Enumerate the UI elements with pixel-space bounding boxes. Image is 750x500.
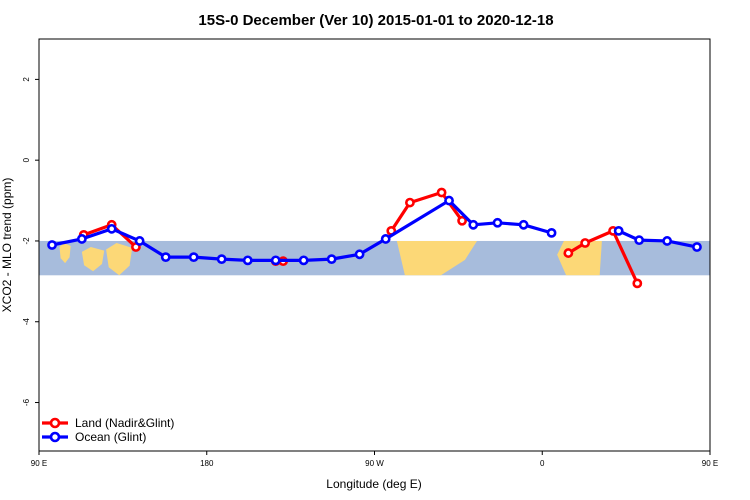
- ocean-point-0-5: [188, 252, 199, 263]
- y-axis-label: XCO2 - MLO trend (ppm): [0, 178, 14, 313]
- land-point-3-1: [580, 238, 591, 248]
- land-point-3-3: [632, 278, 643, 289]
- y-axis: 2 0 -2 -4 -6: [22, 77, 39, 406]
- ocean-point-1-3: [692, 242, 702, 252]
- ocean-point-0-8: [270, 255, 281, 266]
- ocean-point-1-1: [634, 235, 645, 246]
- ocean-point-0-4: [160, 252, 171, 263]
- land-south-america: [396, 240, 478, 276]
- ocean-point-0-15: [492, 217, 503, 228]
- y-tick-label-4: -6: [22, 398, 31, 406]
- land-indonesia-w: [59, 242, 71, 264]
- land-indonesia-e: [81, 247, 105, 272]
- ocean-point-0-17: [546, 227, 557, 238]
- ocean-point-0-16: [518, 219, 529, 230]
- x-axis-label: Longitude (deg E): [326, 477, 421, 491]
- ocean-point-0-1: [76, 234, 87, 244]
- legend: Land (Nadir&Glint)Ocean (Glint): [42, 416, 174, 444]
- x-tick-label-2: 90 W: [365, 459, 384, 468]
- ocean-point-0-12: [380, 234, 391, 244]
- land-north-australia: [106, 242, 133, 276]
- legend-ocean-marker: [49, 431, 61, 443]
- x-tick-label-3: 0: [540, 459, 545, 468]
- legend-land-label: Land (Nadir&Glint): [75, 416, 174, 430]
- ocean-point-0-10: [326, 254, 337, 265]
- land-point-2-1: [405, 197, 415, 208]
- ocean-point-0-3: [134, 236, 145, 246]
- y-tick-label-1: 0: [22, 157, 31, 162]
- ocean-point-0-13: [444, 195, 454, 206]
- ocean-point-1-2: [662, 236, 673, 246]
- ocean-point-0-9: [298, 255, 309, 266]
- ocean-point-0-0: [47, 240, 57, 250]
- land-point-3-0: [563, 248, 574, 258]
- land-point-2-2: [436, 187, 447, 198]
- land-line-2: [389, 190, 464, 232]
- y-tick-label-3: -4: [22, 318, 31, 326]
- chart-title: 15S-0 December (Ver 10) 2015-01-01 to 20…: [198, 12, 553, 29]
- x-tick-label-4: 90 E: [702, 459, 718, 468]
- ocean-point-0-7: [242, 255, 253, 266]
- land-line-3: [567, 229, 639, 285]
- series-layer: [47, 187, 702, 289]
- ocean-line-1: [618, 229, 698, 249]
- y-tick-label-0: 2: [22, 77, 31, 82]
- ocean-point-1-0: [613, 225, 624, 236]
- x-tick-label-0: 90 E: [31, 459, 47, 468]
- land-point-2-3: [457, 215, 468, 226]
- ocean-point-0-14: [468, 219, 479, 230]
- legend-ocean-label: Ocean (Glint): [75, 430, 146, 444]
- y-tick-label-2: -2: [22, 237, 31, 245]
- ocean-point-0-6: [216, 254, 227, 265]
- ocean-point-0-2: [106, 223, 117, 234]
- ocean-point-0-11: [354, 249, 365, 260]
- x-axis: 90 E 180 90 W 0 90 E: [31, 451, 718, 468]
- legend-land-marker: [49, 417, 61, 429]
- x-tick-label-1: 180: [200, 459, 214, 468]
